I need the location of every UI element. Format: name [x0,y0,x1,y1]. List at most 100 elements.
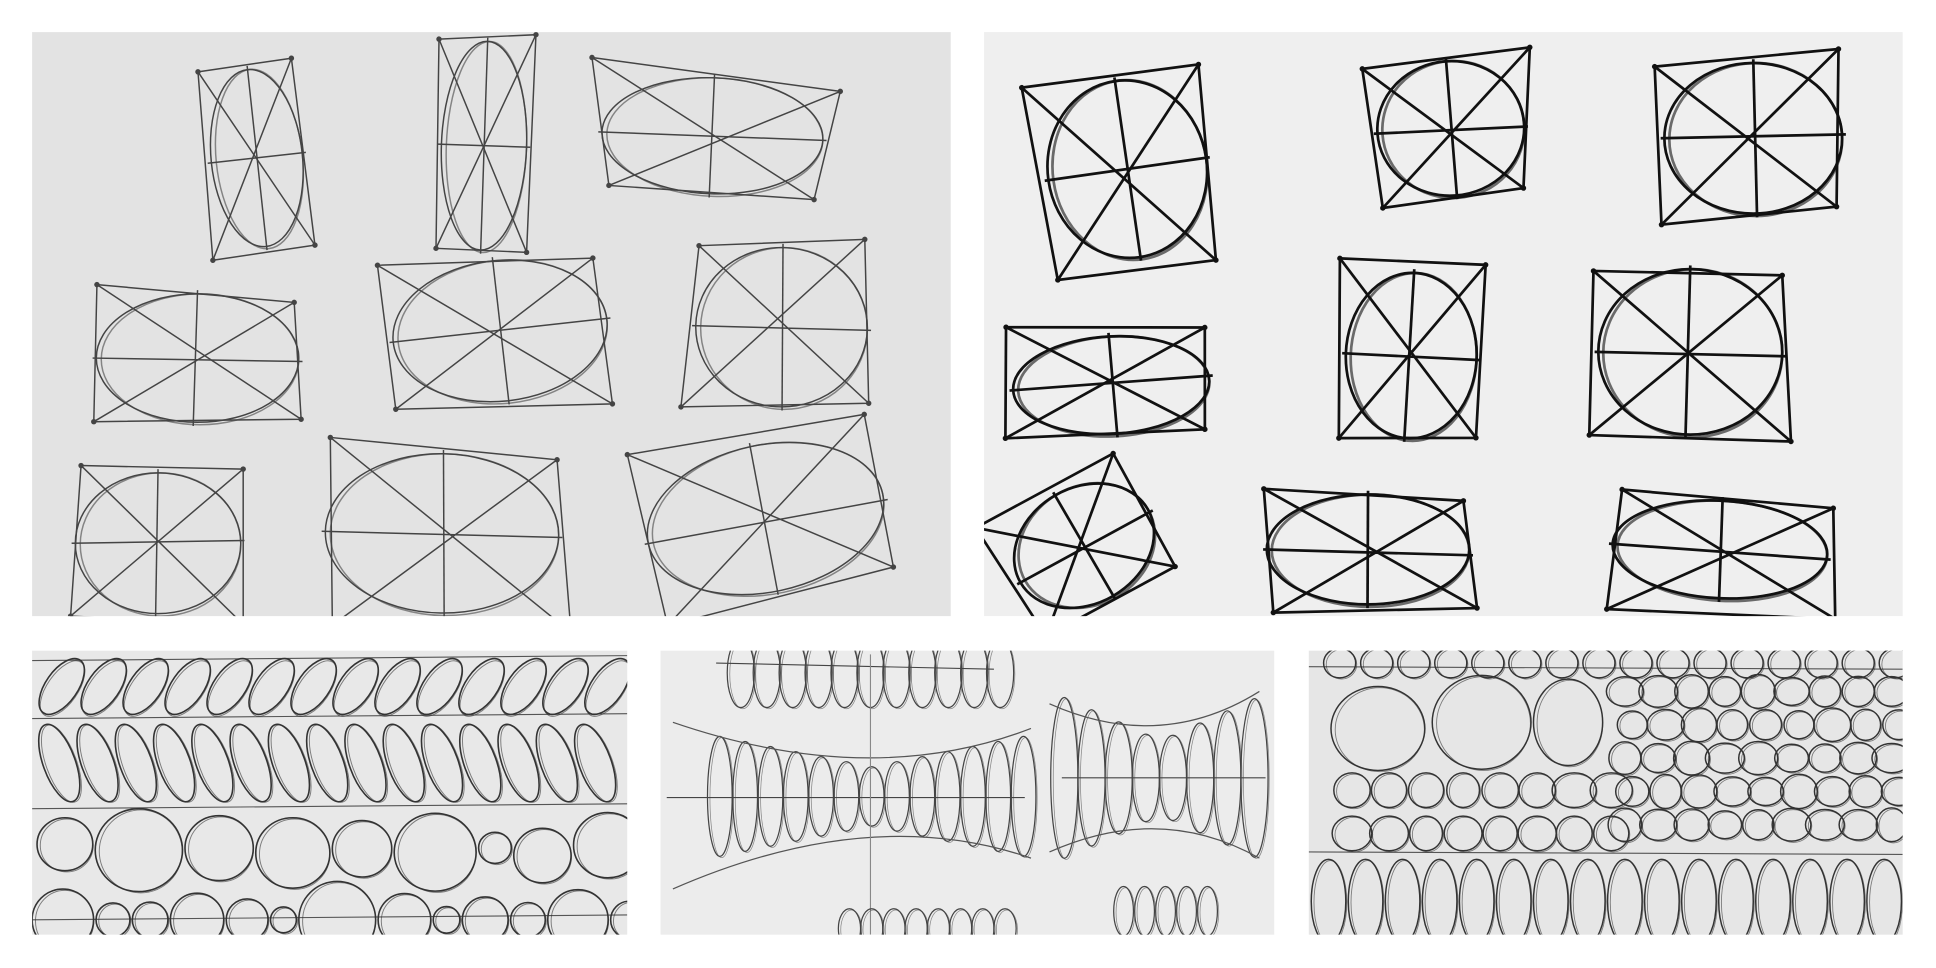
diagonal [591,56,815,201]
diagonal [1592,269,1792,443]
ellipse [1461,860,1496,935]
ellipse [302,882,377,935]
ellipse [1704,742,1746,774]
ellipse [1680,858,1717,935]
ellipse [500,724,542,803]
ellipse [1555,815,1593,852]
ellipse [1243,699,1270,859]
ellipse [1176,885,1198,935]
ellipse [572,811,628,879]
ellipse [509,901,547,935]
diagonal [667,413,865,617]
corner-dot [664,622,670,628]
axis [1608,542,1831,561]
ellipse [1349,271,1479,443]
ellipse [344,723,387,803]
guide-line [32,914,628,921]
ellipse-sketch [321,434,572,617]
ellipse [1774,809,1813,843]
axis [1263,548,1474,557]
ellipse [1640,742,1677,774]
ellipse [993,908,1017,935]
ellipse [270,724,312,803]
axis [1342,351,1481,362]
ellipse-sketch [1336,255,1489,443]
ellipse [1673,808,1710,842]
ellipse [1607,807,1643,843]
ellipse [1619,711,1649,741]
ellipse [1601,267,1784,439]
ellipse [1611,742,1643,777]
ellipse [1359,650,1394,679]
axis [1016,509,1154,586]
ellipse [1080,710,1107,848]
sketch-group [67,32,897,628]
ellipse [1807,650,1839,680]
ellipse [420,723,464,803]
ellipse [1436,650,1469,680]
ellipse-sketch [1586,265,1794,445]
ellipse [1448,773,1481,810]
ellipse [1652,775,1683,811]
ellipse [1832,860,1866,935]
ellipse [1325,650,1358,680]
ellipse [1876,677,1903,708]
ellipse [1199,887,1220,935]
ellipse [1875,807,1903,843]
ellipse [117,724,159,803]
ellipse [1424,860,1459,935]
ellipse [308,724,350,803]
ellipse [374,657,421,716]
ellipse [1592,773,1634,810]
ellipse [651,441,885,598]
ellipse [1758,860,1792,935]
ellipse [248,657,296,716]
ellipse [985,650,1015,709]
ellipse [1508,650,1542,679]
ellipse [1107,722,1134,836]
ellipse [1707,810,1743,840]
ellipse [1350,860,1385,935]
ellipse [959,650,989,709]
ellipse [1373,773,1409,810]
ellipse-sketch [972,450,1178,617]
ellipse [1873,675,1903,707]
diagonal [395,257,594,410]
axis [389,317,611,344]
ellipse [1521,773,1557,810]
axis [1594,350,1787,358]
ellipse [550,890,609,935]
ellipse [169,892,225,935]
ellipse [206,657,254,716]
ellipse [1572,860,1607,935]
ellipse [1771,807,1812,842]
ellipse [1750,778,1785,808]
ellipse [1871,742,1903,774]
ellipse [1197,885,1219,935]
ellipse [480,833,513,866]
ellipse [445,40,528,254]
ellipse [1674,674,1710,709]
ellipse [134,902,170,935]
diagonal [984,526,1176,568]
ellipse [1672,740,1711,776]
ellipse [1410,773,1446,810]
axis [442,450,445,617]
ellipse [76,723,119,803]
ellipse [1707,743,1746,775]
ellipse [1656,650,1690,679]
ellipse [497,723,540,803]
ellipse [123,660,170,717]
axis [748,442,779,595]
ellipse [461,724,503,803]
axis [1660,132,1846,140]
ellipse [164,657,212,716]
ellipse [1433,650,1468,679]
corner-dot [972,524,979,531]
ellipse [1792,858,1829,935]
ellipse [934,650,963,709]
ellipse [100,293,300,426]
sketch-group [666,650,1270,935]
